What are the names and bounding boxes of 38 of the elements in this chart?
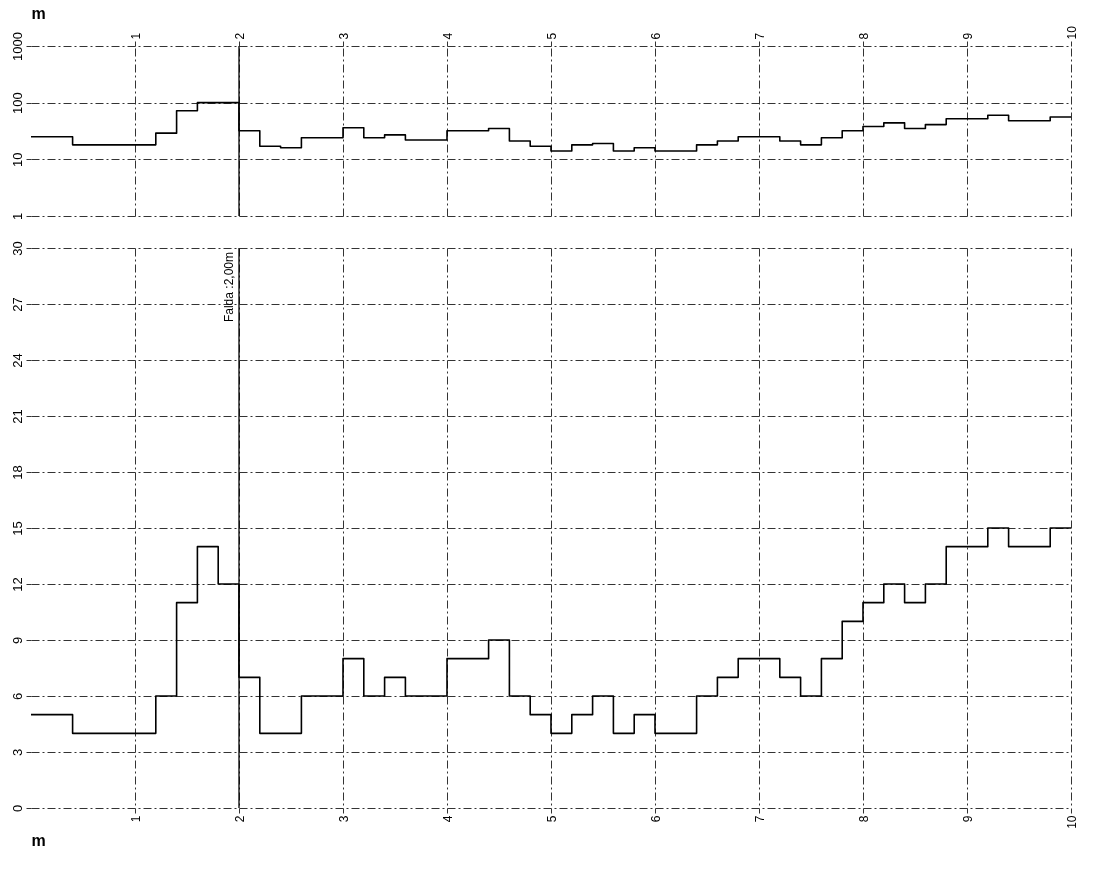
x-tick-label: 10: [1064, 815, 1079, 829]
x-tick-label: 7: [752, 815, 767, 823]
x-tick-label: 8: [856, 815, 871, 823]
x-axis-title: m: [31, 831, 46, 849]
y-tick-label: 9: [9, 636, 25, 645]
x-tick-label: 9: [960, 815, 975, 823]
x-tick-label: 5: [544, 815, 559, 823]
y-tick-label: 30: [9, 241, 25, 256]
y-tick-label: 10: [9, 152, 25, 168]
y-tick-label: 27: [9, 297, 25, 312]
y-tick-label: 3: [9, 748, 25, 757]
x-tick-label: 6: [648, 815, 663, 823]
x-tick-label: 8: [856, 32, 871, 40]
x-tick-label: 2: [232, 815, 247, 823]
x-tick-label: 6: [648, 32, 663, 40]
x-tick-label: 1: [128, 815, 143, 823]
y-tick-label: 15: [9, 521, 25, 536]
x-tick-label: 3: [336, 815, 351, 823]
x-tick-label: 7: [752, 32, 767, 40]
x-tick-label: 9: [960, 32, 975, 40]
x-tick-label: 1: [128, 32, 143, 40]
x-tick-label: 4: [440, 815, 455, 823]
x-tick-label: 3: [336, 32, 351, 40]
x-tick-label: 4: [440, 32, 455, 40]
y-tick-label: 18: [9, 465, 25, 480]
x-tick-label: 2: [232, 32, 247, 40]
y-tick-label: 0: [9, 804, 25, 813]
y-tick-label: 1000: [9, 32, 25, 61]
ref-line-label: Falda :2,00m: [222, 252, 236, 323]
x-tick-label: 10: [1064, 25, 1079, 40]
y-tick-label: 1: [9, 212, 25, 221]
y-tick-label: 12: [9, 577, 25, 592]
x-tick-label: 5: [544, 32, 559, 40]
y-tick-label: 100: [9, 92, 25, 115]
y-tick-label: 24: [9, 353, 25, 368]
y-tick-label: 6: [9, 692, 25, 701]
x-axis-title: m: [31, 5, 46, 23]
y-tick-label: 21: [9, 409, 25, 424]
